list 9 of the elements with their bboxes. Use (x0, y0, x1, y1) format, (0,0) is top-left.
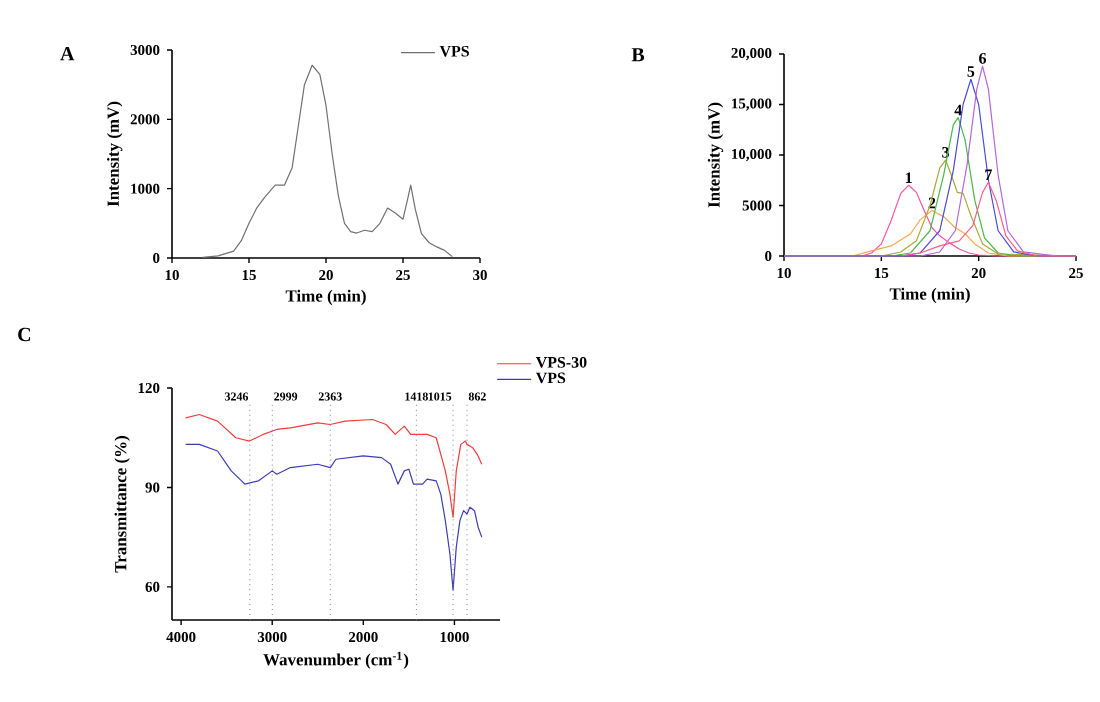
chart-title: A (60, 46, 75, 61)
x-axis-title: Wavenumber (cm$^{-1}$) (263, 651, 409, 669)
x-axis-title: Time (min) (889, 287, 970, 304)
chart-title: B (631, 48, 645, 62)
y-axis-title: Intensity (mV) (707, 102, 724, 208)
y-axis-title: Transmittance (%) (114, 436, 130, 573)
x-axis-title: Time (min) (285, 289, 366, 306)
chart-title: C (18, 327, 31, 342)
y-axis-title: Intensity (mV) (106, 101, 123, 207)
